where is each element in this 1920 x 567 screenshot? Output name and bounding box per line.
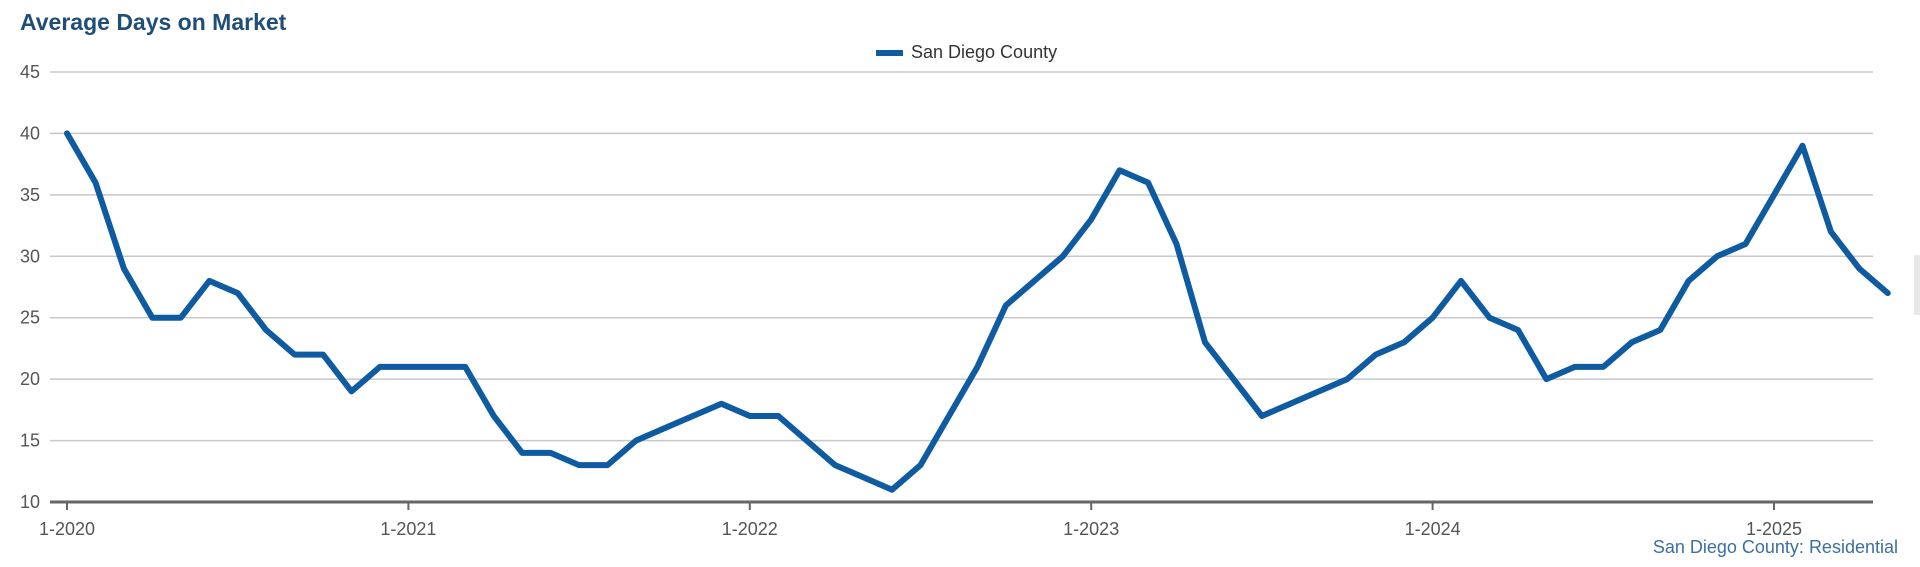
series-layer <box>64 130 1891 493</box>
x-tick-label: 1-2020 <box>39 519 95 539</box>
y-tick-label: 20 <box>20 369 40 389</box>
legend-label: San Diego County <box>911 42 1058 62</box>
y-tick-label: 40 <box>20 123 40 143</box>
gridlines <box>50 71 1873 442</box>
y-tick-label: 45 <box>20 62 40 82</box>
y-axis-ticks: 10 15 20 25 30 35 40 45 <box>20 62 40 512</box>
legend-swatch <box>876 49 903 56</box>
x-tick-label: 1-2023 <box>1063 519 1119 539</box>
x-axis-ticks: 1-2020 1-2021 1-2022 1-2023 1-2024 1-2025 <box>39 502 1802 539</box>
x-tick-label: 1-2021 <box>380 519 436 539</box>
chart-title: Average Days on Market <box>20 9 287 35</box>
y-tick-label: 25 <box>20 308 40 328</box>
edge-scroll-tab[interactable] <box>1914 255 1920 315</box>
x-tick-label: 1-2024 <box>1405 519 1461 539</box>
y-tick-label: 35 <box>20 185 40 205</box>
x-tick-label: 1-2022 <box>722 519 778 539</box>
series-line <box>64 130 1891 493</box>
y-tick-label: 10 <box>20 492 40 512</box>
x-tick-label: 1-2025 <box>1746 519 1802 539</box>
source-label: San Diego County: Residential <box>1652 537 1898 557</box>
y-tick-label: 15 <box>20 431 40 451</box>
y-tick-label: 30 <box>20 246 40 266</box>
chart-legend[interactable]: San Diego County <box>876 42 1057 63</box>
